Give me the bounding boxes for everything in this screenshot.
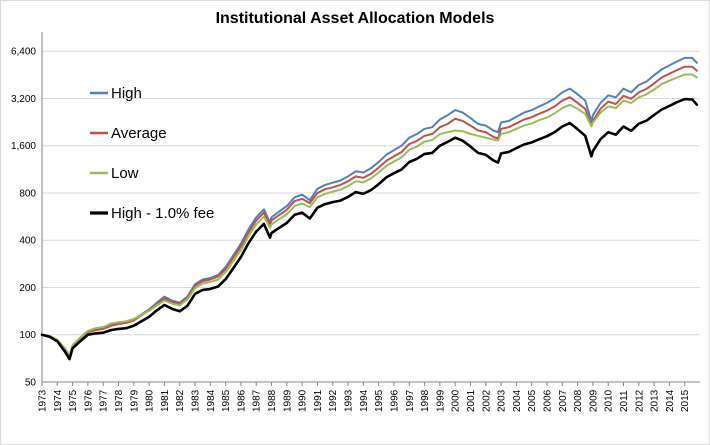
x-tick-label: 1994 (359, 389, 370, 412)
axes: 50 100 200 400 800 1,600 3,200 6,400 1973 1974 197… (11, 32, 700, 412)
x-tick-label: 2000 (451, 389, 462, 412)
y-tick-label: 400 (19, 236, 36, 247)
series-lines (40, 56, 699, 361)
x-tick-label: 1982 (175, 389, 186, 412)
x-tick-label: 1983 (191, 389, 202, 412)
x-tick-label: 1979 (129, 389, 140, 412)
x-tick-label: 2005 (527, 389, 538, 412)
legend: High Average Low High - 1.0% fee (90, 85, 214, 222)
x-tick-label: 1980 (145, 389, 156, 412)
x-tick-label: 1996 (389, 389, 400, 412)
y-tick-label: 50 (25, 378, 37, 389)
x-tick-label: 1993 (344, 389, 355, 412)
series-line-3 (40, 97, 699, 361)
x-tick-label: 1985 (221, 389, 232, 412)
y-tick-label: 100 (19, 330, 36, 341)
x-tick-label: 1990 (298, 389, 309, 412)
y-tick-label: 1,600 (11, 141, 36, 152)
x-tick-label: 2009 (588, 389, 599, 412)
legend-label: High - 1.0% fee (111, 205, 214, 222)
y-tick-label: 6,400 (11, 47, 36, 58)
x-tick-label: 2006 (542, 389, 553, 412)
gridlines (42, 50, 700, 383)
x-tick-label: 2012 (634, 389, 645, 412)
x-tick-label: 2004 (512, 389, 523, 412)
x-tick-label: 2008 (573, 389, 584, 412)
x-tick-label: 1995 (374, 389, 385, 412)
x-tick-label: 1989 (282, 389, 293, 412)
chart-title: Institutional Asset Allocation Models (215, 10, 495, 27)
x-tick-label: 1991 (313, 389, 324, 412)
y-tick-label: 800 (19, 188, 36, 199)
x-tick-label: 1987 (252, 389, 263, 412)
x-tick-label: 1974 (53, 389, 64, 412)
y-tick-label: 200 (19, 283, 36, 294)
x-tick-label: 2003 (497, 389, 508, 412)
x-tick-label: 1998 (420, 389, 431, 412)
x-tick-label: 1978 (114, 389, 125, 412)
x-tick-label: 1976 (83, 389, 94, 412)
x-tick-label: 2011 (619, 390, 630, 412)
x-tick-label: 2001 (466, 389, 477, 412)
x-tick-label: 2002 (481, 389, 492, 412)
x-tick-label: 1977 (99, 389, 110, 412)
x-tick-label: 2014 (665, 389, 676, 412)
x-tick-label: 1975 (68, 389, 79, 412)
x-tick-label: 1988 (267, 389, 278, 412)
x-tick-label: 2007 (558, 389, 569, 412)
x-tick-label: 1986 (236, 389, 247, 412)
x-tick-label: 2015 (680, 389, 691, 412)
y-tick-label: 3,200 (11, 94, 36, 105)
x-tick-label: 1999 (435, 389, 446, 412)
x-tick-label: 2013 (650, 389, 661, 412)
x-tick-label: 1997 (405, 389, 416, 412)
x-tick-label: 1973 (38, 389, 49, 412)
legend-label: High (111, 85, 142, 102)
series-line-2 (41, 73, 698, 357)
x-tick-label: 2010 (604, 389, 615, 412)
x-tick-label: 1981 (160, 389, 171, 412)
legend-label: Average (111, 125, 167, 142)
x-tick-label: 1992 (328, 389, 339, 412)
x-tick-label: 1984 (206, 389, 217, 412)
legend-label: Low (111, 165, 139, 182)
